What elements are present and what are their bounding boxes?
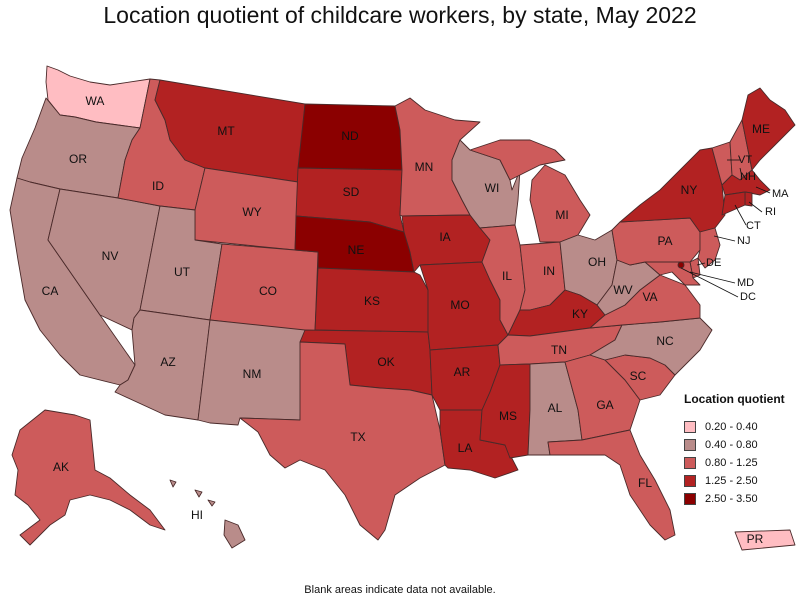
label-WA: WA [86,94,105,108]
label-MD: MD [737,277,754,289]
legend-label: 0.80 - 1.25 [705,457,758,469]
label-NM: NM [243,367,262,381]
state-FL[interactable] [547,429,676,541]
label-HI: HI [191,508,203,522]
label-CA: CA [42,284,59,298]
legend-item: 1.25 - 2.50 [684,472,800,490]
label-FL: FL [638,476,652,490]
state-PA[interactable] [611,217,701,266]
legend-item: 0.80 - 1.25 [684,454,800,472]
label-NV: NV [102,249,119,263]
label-NH: NH [740,171,756,183]
label-MI: MI [555,208,568,222]
label-AK: AK [53,460,69,474]
label-CT: CT [746,220,761,232]
label-GA: GA [596,398,613,412]
label-PR: PR [747,532,764,546]
label-MS: MS [499,409,517,423]
label-WY: WY [242,205,261,219]
label-WV: WV [613,283,632,297]
label-IA: IA [439,230,450,244]
legend-swatch [684,493,696,505]
label-NC: NC [656,334,674,348]
label-AL: AL [548,401,563,415]
label-OK: OK [377,355,394,369]
label-VA: VA [642,290,657,304]
state-ME[interactable] [741,87,796,171]
legend-swatch [684,475,696,487]
label-IN: IN [543,264,555,278]
label-MN: MN [415,160,434,174]
state-WY[interactable] [194,167,299,251]
label-OH: OH [588,255,606,269]
legend: Location quotient 0.20 - 0.40 0.40 - 0.80… [684,392,800,508]
state-TX[interactable] [239,341,446,541]
legend-label: 1.25 - 2.50 [705,475,758,487]
label-ID: ID [152,179,164,193]
legend-item: 0.20 - 0.40 [684,418,800,436]
state-PR[interactable] [734,529,796,551]
label-IL: IL [502,269,512,283]
label-KS: KS [364,294,380,308]
label-SC: SC [630,369,647,383]
legend-label: 2.50 - 3.50 [705,493,758,505]
legend-item: 2.50 - 3.50 [684,490,800,508]
label-TX: TX [350,430,365,444]
legend-label: 0.20 - 0.40 [705,421,758,433]
label-MA: MA [772,188,789,200]
label-OR: OR [69,152,87,166]
label-VT: VT [738,154,752,166]
state-NJ[interactable] [697,227,721,269]
label-DE: DE [706,257,721,269]
state-AK[interactable] [11,409,166,546]
label-MO: MO [450,298,469,312]
label-DC: DC [740,291,756,303]
legend-label: 0.40 - 0.80 [705,439,758,451]
legend-swatch [684,457,696,469]
legend-item: 0.40 - 0.80 [684,436,800,454]
state-IL[interactable] [479,224,526,336]
state-MD[interactable] [644,261,701,286]
label-RI: RI [765,206,776,218]
legend-swatch [684,439,696,451]
state-HI[interactable] [169,479,246,549]
footnote: Blank areas indicate data not available. [304,584,496,596]
label-NJ: NJ [737,235,750,247]
label-PA: PA [657,234,672,248]
label-AZ: AZ [160,355,175,369]
legend-title: Location quotient [684,392,785,406]
label-ME: ME [752,122,770,136]
legend-swatch [684,421,696,433]
label-LA: LA [458,441,473,455]
label-AR: AR [454,365,471,379]
label-UT: UT [174,265,191,279]
label-leader-lines [680,159,771,298]
label-NY: NY [681,183,698,197]
label-CO: CO [259,284,277,298]
state-CT[interactable] [721,191,746,216]
label-NE: NE [348,243,365,257]
label-TN: TN [551,343,567,357]
map-title: Location quotient of childcare workers, … [103,2,697,28]
state-NY[interactable] [619,147,726,233]
label-ND: ND [341,129,359,143]
label-KY: KY [572,307,588,321]
state-DC[interactable] [677,261,685,269]
label-SD: SD [343,185,360,199]
label-MT: MT [217,124,235,138]
label-WI: WI [485,181,500,195]
